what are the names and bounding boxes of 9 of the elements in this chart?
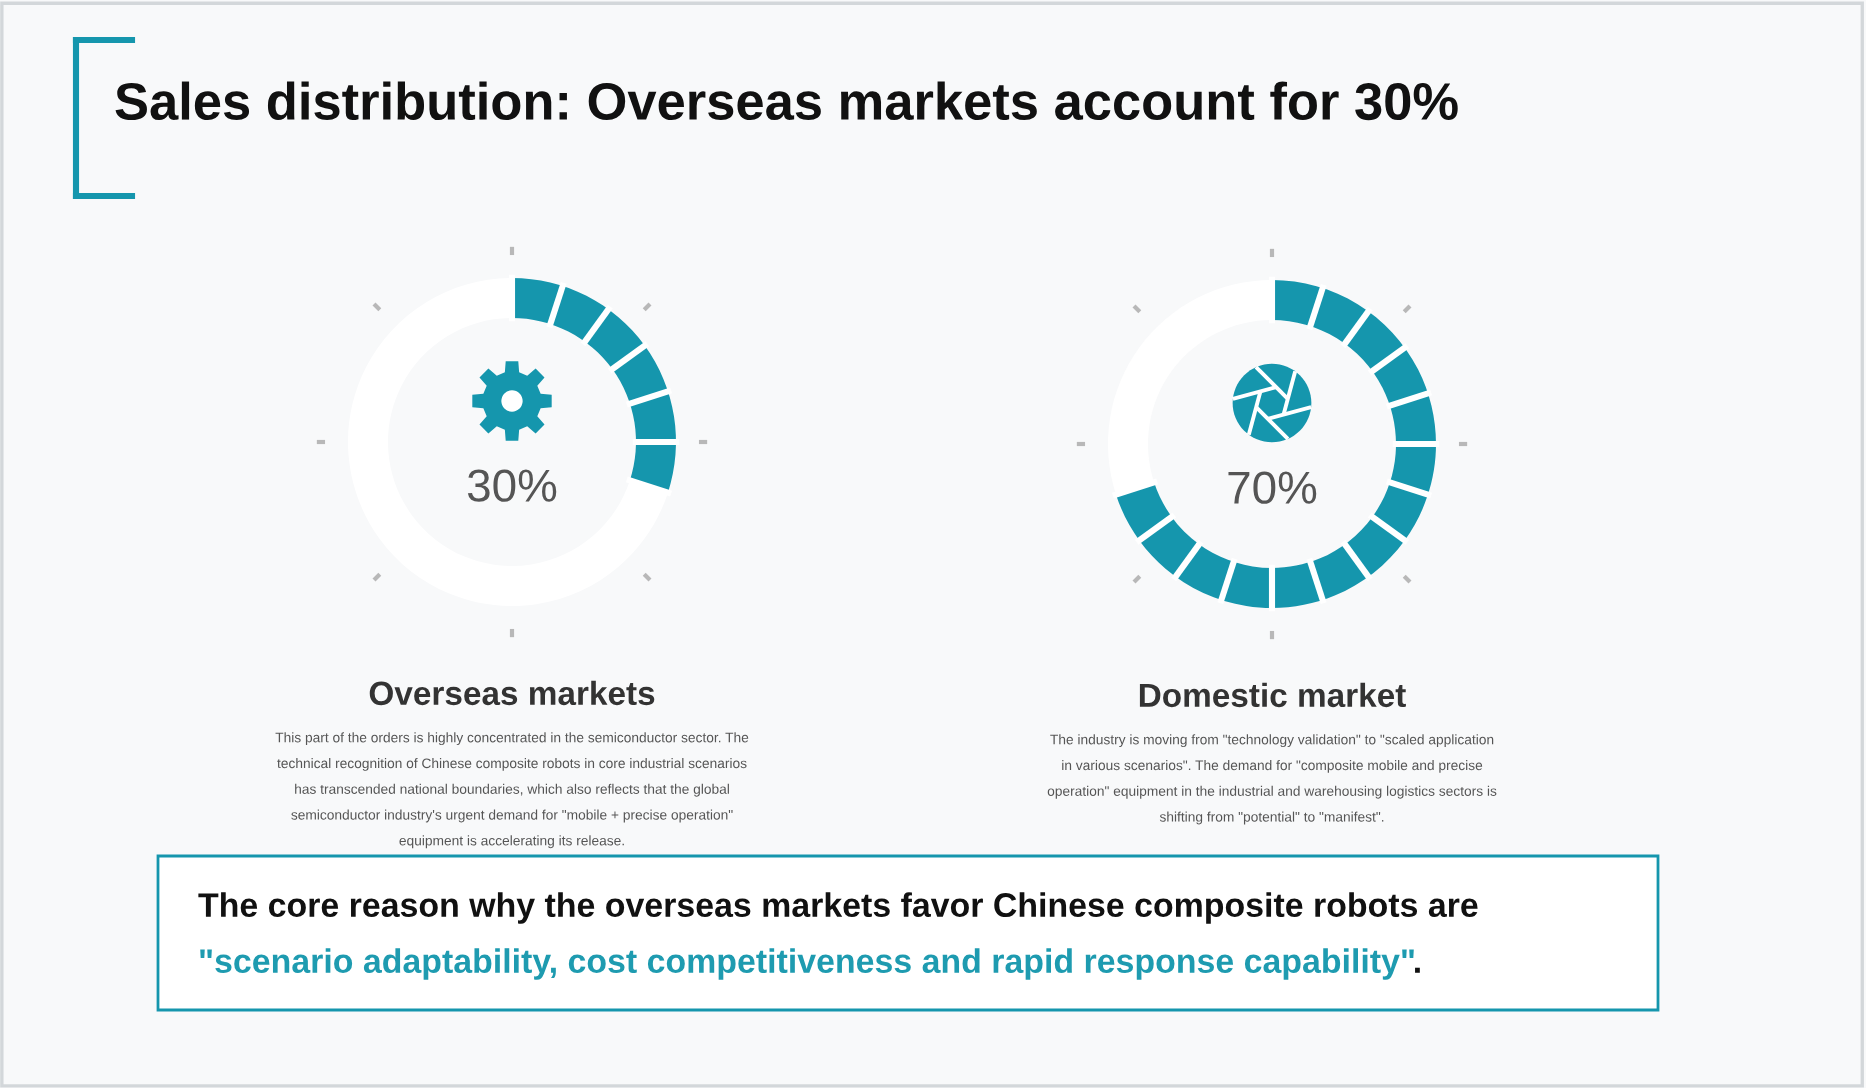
text: 30% (467, 469, 557, 502)
text: Domestic market (1139, 682, 1406, 708)
text: Sales distribution: Overseas markets account for 30% (115, 81, 1458, 121)
text: "scenario adaptability, cost competitiveness and rapid response capability" (200, 948, 1414, 980)
text: Overseas markets (369, 680, 655, 706)
text: 70% (1228, 471, 1317, 504)
text: . (1415, 967, 1420, 973)
donut-slice (348, 278, 668, 606)
text: The core reason why the overseas markets favor Chinese composite robots are (198, 892, 1478, 924)
